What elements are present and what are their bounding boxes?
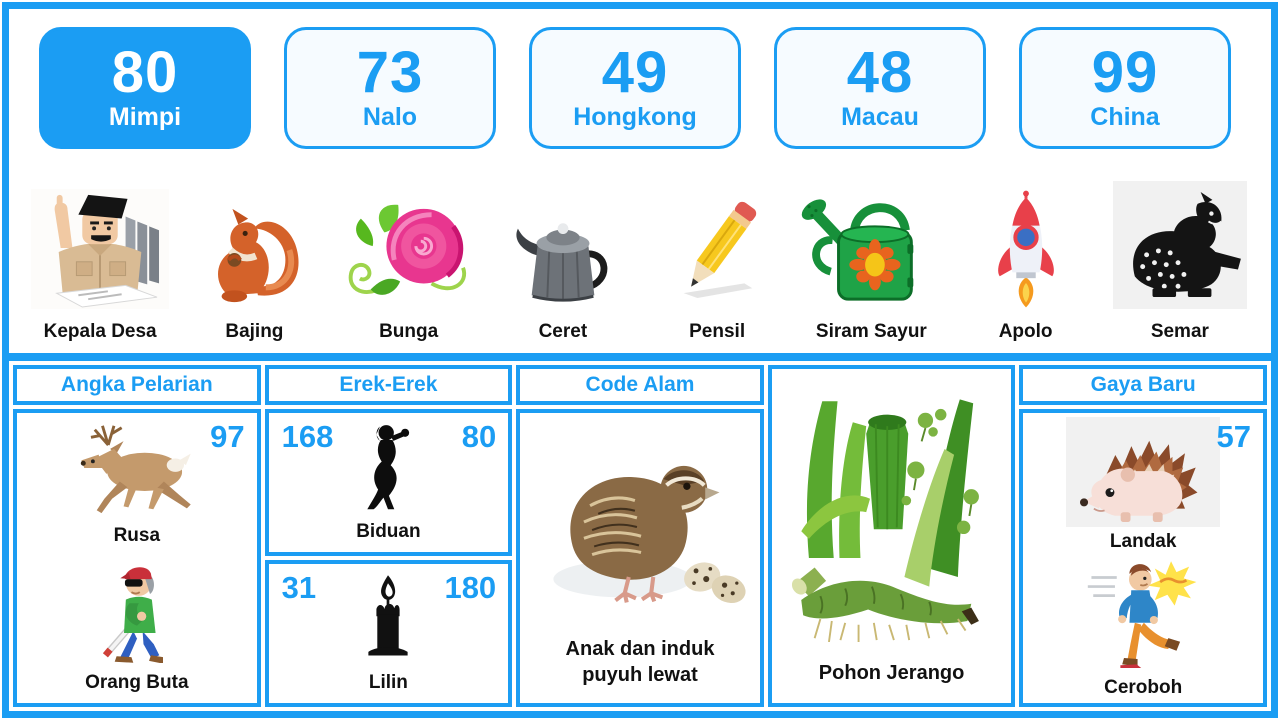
entry-orang-buta: Orang Buta [85, 551, 189, 694]
entry-rusa: Rusa [73, 422, 201, 547]
entry-label: Rusa [113, 524, 161, 546]
singer-icon [359, 422, 417, 517]
entry-label: Lilin [368, 672, 408, 693]
dream-icon-row: Kepala Desa Bajing [9, 167, 1271, 353]
panel-header: Erek-Erek [264, 365, 513, 405]
number-badge: 80 [461, 419, 497, 454]
icon-item-bajing: Bajing [177, 167, 331, 343]
erek-cell-biduan: 168 80 Bid [264, 409, 513, 556]
tab-label: Mimpi [108, 103, 182, 132]
tab-hongkong[interactable]: 49 Hongkong [529, 27, 741, 149]
tab-number: 49 [601, 40, 669, 106]
tab-label: China [1090, 103, 1160, 132]
rocket-icon [991, 181, 1061, 309]
pohon-jerango-cell: Pohon Jerango [767, 365, 1016, 707]
jerango-plant-icon [782, 386, 1002, 647]
pohon-jerango-caption: Pohon Jerango [818, 662, 965, 684]
icon-label: Siram Sayur [815, 321, 927, 342]
entry-lilin: Lilin [355, 573, 421, 694]
icon-item-ceret: Ceret [486, 167, 640, 343]
market-tabs-row: 80 Mimpi 73 Nalo 49 Hongkong 48 Macau 99… [9, 9, 1271, 167]
hedgehog-icon [1066, 417, 1221, 528]
code-alam-caption: Anak dan induk puyuh lewat [565, 638, 715, 686]
tab-nalo[interactable]: 73 Nalo [284, 27, 496, 149]
entry-ceroboh: Ceroboh [1084, 554, 1202, 699]
panel-code-alam: Code Alam [516, 365, 764, 707]
tab-number: 48 [846, 40, 914, 106]
angka-pelarian-cell: 97 [13, 409, 261, 707]
panel-gaya-baru: Gaya Baru 57 [1019, 365, 1267, 707]
entry-biduan: Biduan [356, 422, 421, 543]
icon-label: Pensil [689, 321, 746, 342]
icon-label: Bajing [225, 321, 284, 342]
pencil-icon [670, 181, 764, 309]
squirrel-icon [201, 181, 307, 309]
number-badge: 180 [444, 570, 497, 605]
number-badge: 31 [281, 570, 317, 605]
tab-label: Macau [841, 103, 919, 132]
icon-item-bunga: Bunga [332, 167, 486, 343]
tab-number: 80 [111, 40, 179, 106]
icon-item-semar: Semar [1103, 167, 1257, 343]
code-alam-cell: Anak dan induk puyuh lewat [516, 409, 764, 707]
tab-number: 99 [1091, 40, 1159, 106]
blind-man-icon [85, 551, 189, 668]
number-badge: 57 [1216, 419, 1251, 454]
careless-man-icon [1084, 554, 1202, 673]
watering-can-icon [797, 181, 945, 309]
entry-label: Orang Buta [85, 672, 189, 694]
icon-label: Bunga [379, 321, 439, 342]
kepala-desa-icon [31, 181, 169, 309]
dream-panels-grid: Angka Pelarian 97 [9, 361, 1271, 711]
deer-icon [73, 422, 201, 521]
panel-pohon-jerango: Pohon Jerango [767, 365, 1016, 707]
candle-icon [355, 573, 421, 668]
tab-number: 73 [356, 40, 424, 106]
icon-label: Kepala Desa [43, 321, 157, 342]
panel-angka-pelarian: Angka Pelarian 97 [13, 365, 261, 707]
panel-erek-erek: Erek-Erek 168 80 [264, 365, 513, 707]
tab-label: Hongkong [573, 103, 697, 132]
icon-label: Ceret [538, 321, 588, 342]
icon-label: Semar [1150, 321, 1209, 342]
section-divider-bar [9, 353, 1271, 361]
entry-landak: Landak [1066, 417, 1221, 553]
kettle-icon [504, 181, 622, 309]
semar-icon [1112, 181, 1247, 309]
icon-item-kepala-desa: Kepala Desa [23, 167, 177, 343]
tab-mimpi[interactable]: 80 Mimpi [39, 27, 251, 149]
number-badge: 168 [281, 419, 334, 454]
tab-china[interactable]: 99 China [1019, 27, 1231, 149]
quail-icon [533, 428, 747, 625]
erek-cell-lilin: 31 180 Lilin [264, 560, 513, 707]
entry-label: Biduan [356, 521, 421, 542]
panel-header: Gaya Baru [1019, 365, 1267, 405]
number-badge: 97 [210, 419, 245, 454]
icon-item-siram-sayur: Siram Sayur [794, 167, 948, 343]
entry-label: Landak [1109, 531, 1177, 553]
tab-macau[interactable]: 48 Macau [774, 27, 986, 149]
entry-label: Ceroboh [1104, 676, 1183, 698]
panel-header: Angka Pelarian [13, 365, 261, 405]
icon-item-pensil: Pensil [640, 167, 794, 343]
tab-label: Nalo [362, 103, 418, 132]
icon-label: Apolo [998, 321, 1053, 342]
icon-item-apolo: Apolo [949, 167, 1103, 343]
panel-header: Code Alam [516, 365, 764, 405]
gaya-baru-cell: 57 [1019, 409, 1267, 707]
rose-icon [337, 181, 481, 309]
